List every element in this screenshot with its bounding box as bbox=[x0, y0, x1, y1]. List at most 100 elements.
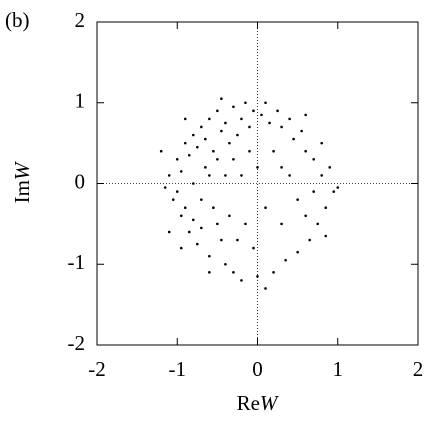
point bbox=[336, 186, 340, 189]
point bbox=[288, 117, 291, 121]
x-axis-label: ReW bbox=[237, 391, 280, 415]
point bbox=[220, 238, 223, 242]
point bbox=[167, 230, 171, 234]
point bbox=[175, 157, 179, 161]
point bbox=[292, 137, 295, 141]
point bbox=[304, 113, 307, 117]
x-label-var: W bbox=[260, 391, 280, 415]
point bbox=[192, 182, 195, 185]
point bbox=[183, 117, 187, 121]
point bbox=[324, 206, 328, 210]
y-tick-label: 0 bbox=[75, 169, 86, 193]
point bbox=[224, 262, 227, 266]
point bbox=[248, 149, 251, 153]
point bbox=[216, 222, 219, 226]
point bbox=[236, 133, 239, 137]
point bbox=[196, 145, 199, 149]
point bbox=[328, 166, 332, 169]
point bbox=[252, 109, 255, 113]
point bbox=[212, 206, 215, 210]
point bbox=[216, 157, 219, 161]
point bbox=[320, 174, 324, 177]
point bbox=[196, 242, 199, 246]
point bbox=[208, 254, 211, 258]
point bbox=[244, 222, 247, 226]
y-tick-label: 1 bbox=[75, 89, 86, 113]
y-label-var: W bbox=[10, 160, 34, 180]
point bbox=[264, 101, 267, 105]
x-tick-label: 1 bbox=[333, 357, 344, 381]
y-tick-label: -2 bbox=[68, 331, 86, 355]
y-tick-label: -1 bbox=[68, 250, 86, 274]
point bbox=[248, 125, 251, 129]
point bbox=[187, 153, 191, 157]
point bbox=[240, 174, 243, 177]
point bbox=[296, 250, 299, 254]
point bbox=[179, 214, 183, 218]
point bbox=[167, 174, 171, 177]
point bbox=[236, 238, 239, 242]
point bbox=[272, 149, 275, 153]
y-label-prefix: Im bbox=[10, 180, 34, 203]
point bbox=[179, 246, 183, 250]
point bbox=[208, 271, 211, 274]
point bbox=[208, 174, 211, 177]
point bbox=[304, 149, 307, 153]
point bbox=[288, 174, 291, 177]
point bbox=[320, 141, 324, 145]
point bbox=[280, 222, 283, 226]
point bbox=[200, 125, 203, 129]
point bbox=[204, 166, 207, 169]
point bbox=[159, 149, 163, 153]
point bbox=[308, 238, 311, 242]
point bbox=[272, 271, 275, 274]
point bbox=[192, 218, 195, 222]
point bbox=[240, 117, 243, 121]
point bbox=[240, 279, 243, 282]
point bbox=[280, 166, 283, 169]
y-tick-label: 2 bbox=[75, 8, 86, 32]
point bbox=[187, 230, 191, 234]
point bbox=[200, 198, 203, 201]
x-tick-label: 0 bbox=[252, 357, 263, 381]
point bbox=[284, 258, 287, 262]
point bbox=[163, 186, 167, 189]
point bbox=[208, 117, 211, 121]
point bbox=[332, 190, 336, 193]
x-tick-label: 2 bbox=[413, 357, 424, 381]
point bbox=[183, 206, 187, 210]
point bbox=[268, 121, 271, 125]
point bbox=[296, 198, 299, 201]
point bbox=[212, 149, 215, 153]
point bbox=[224, 174, 227, 177]
point bbox=[232, 271, 235, 274]
point bbox=[183, 141, 187, 145]
point bbox=[204, 137, 207, 141]
point bbox=[324, 234, 328, 238]
point bbox=[264, 287, 267, 290]
point bbox=[260, 113, 263, 117]
x-tick-label: -1 bbox=[169, 357, 187, 381]
point bbox=[228, 214, 231, 218]
panel-label: (b) bbox=[5, 8, 30, 32]
point bbox=[216, 109, 219, 113]
point bbox=[192, 133, 195, 137]
y-axis-label: ImW bbox=[10, 160, 34, 203]
point bbox=[228, 141, 231, 145]
x-tick-label: -2 bbox=[88, 357, 106, 381]
point bbox=[312, 157, 315, 161]
point bbox=[252, 246, 255, 250]
point bbox=[244, 101, 247, 105]
point bbox=[171, 198, 175, 201]
point bbox=[304, 214, 307, 218]
point bbox=[220, 97, 223, 101]
point bbox=[256, 275, 259, 278]
point bbox=[312, 190, 315, 193]
point bbox=[224, 121, 227, 125]
point bbox=[200, 226, 203, 230]
point bbox=[179, 170, 183, 173]
point bbox=[220, 129, 223, 133]
point bbox=[276, 109, 279, 113]
point bbox=[300, 129, 303, 133]
